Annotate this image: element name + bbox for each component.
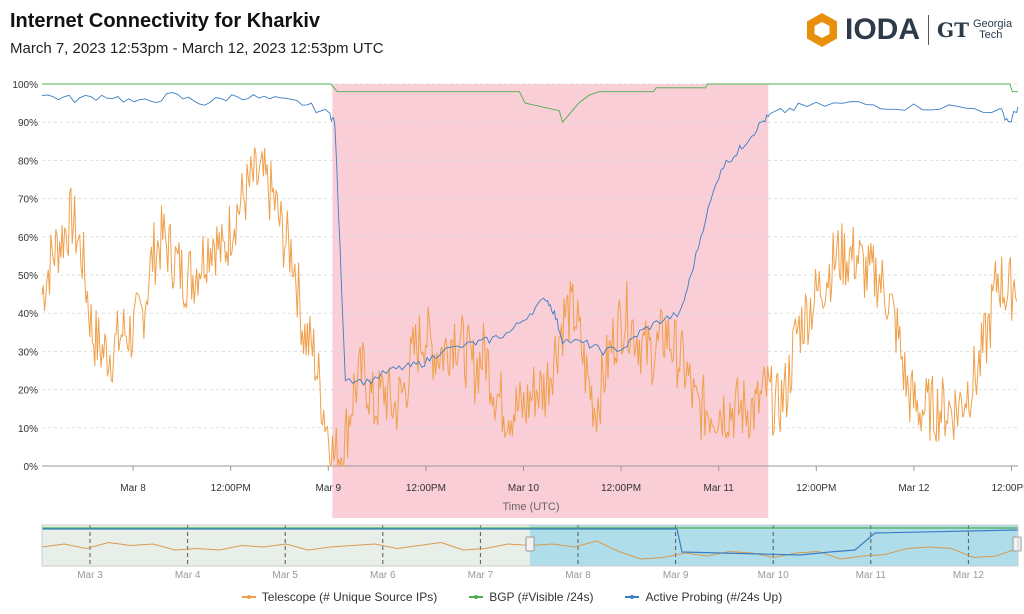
navigator-frame (41, 524, 1019, 567)
y-tick-label: 0% (24, 462, 39, 473)
navigator-date-label: Mar 4 (175, 570, 201, 581)
y-tick-label: 70% (18, 195, 38, 206)
ioda-logo-text: IODA (845, 13, 920, 46)
legend-label: BGP (#Visible /24s) (489, 590, 594, 604)
georgia-tech-name: Georgia Tech (973, 19, 1012, 41)
time-range-subtitle: March 7, 2023 12:53pm - March 12, 2023 1… (10, 40, 384, 57)
navigator-handle[interactable] (525, 536, 535, 552)
probing-swatch-icon (625, 594, 640, 599)
navigator-date-label: Mar 3 (77, 570, 103, 581)
navigator-probing (42, 528, 1019, 556)
gt-logo-mark: GT (937, 18, 969, 42)
navigator-date-label: Mar 12 (953, 570, 985, 581)
x-tick-label: 12:00PM (991, 483, 1024, 494)
legend-telescope[interactable]: Telescope (# Unique Source IPs) (241, 590, 438, 604)
x-tick-label: Mar 9 (316, 483, 342, 494)
navigator-date-label: Mar 7 (468, 570, 494, 581)
series-bgp (42, 83, 1018, 124)
legend-label: Telescope (# Unique Source IPs) (261, 590, 438, 604)
navigator-date-label: Mar 10 (758, 570, 790, 581)
gt-name-1: Georgia (972, 18, 1013, 30)
legend-probing[interactable]: Active Probing (#/24s Up) (625, 590, 782, 604)
x-tick-label: 12:00PM (796, 483, 836, 494)
y-tick-label: 50% (18, 271, 38, 282)
logo: IODA GT Georgia Tech (805, 12, 1012, 48)
x-tick-label: Mar 12 (898, 483, 930, 494)
telescope-swatch-icon (241, 594, 256, 599)
logo-divider (928, 15, 929, 45)
y-tick-label: 100% (12, 80, 38, 91)
series-probing (41, 92, 1019, 386)
gt-name-2: Tech (979, 29, 1003, 41)
x-axis-title: Time (UTC) (502, 501, 559, 513)
y-tick-label: 10% (18, 424, 38, 435)
navigator-date-label: Mar 5 (272, 570, 298, 581)
navigator-date-label: Mar 11 (856, 570, 887, 581)
x-tick-label: 12:00PM (601, 483, 641, 494)
page-title: Internet Connectivity for Kharkiv (10, 10, 321, 32)
x-tick-label: Mar 10 (508, 483, 540, 494)
outage-band (332, 84, 769, 518)
y-tick-label: 20% (18, 386, 38, 397)
legend: Telescope (# Unique Source IPs) BGP (#Vi… (0, 590, 1024, 604)
y-tick-label: 80% (18, 156, 38, 167)
navigator-date-label: Mar 6 (370, 570, 396, 581)
navigator-date-label: Mar 9 (663, 570, 689, 581)
legend-label: Active Probing (#/24s Up) (645, 590, 783, 604)
y-tick-label: 40% (18, 309, 38, 320)
ioda-hexagon-icon (807, 13, 837, 47)
x-tick-label: 12:00PM (211, 483, 251, 494)
y-tick-label: 30% (18, 347, 38, 358)
bgp-swatch-icon (469, 594, 484, 599)
x-tick-label: 12:00PM (406, 483, 446, 494)
x-tick-label: Mar 8 (120, 483, 146, 494)
navigator-date-label: Mar 8 (565, 570, 591, 581)
connectivity-chart[interactable]: 0% 10% 20% 30% 40% 50% 60% 70% 80% 90% 100% Mar 8 12… (0, 0, 1024, 590)
navigator-handle[interactable] (1012, 536, 1022, 552)
series-telescope (41, 147, 1018, 467)
y-tick-label: 90% (18, 118, 38, 129)
y-tick-label: 60% (18, 233, 38, 244)
x-tick-label: Mar 11 (703, 483, 734, 494)
legend-bgp[interactable]: BGP (#Visible /24s) (469, 590, 593, 604)
